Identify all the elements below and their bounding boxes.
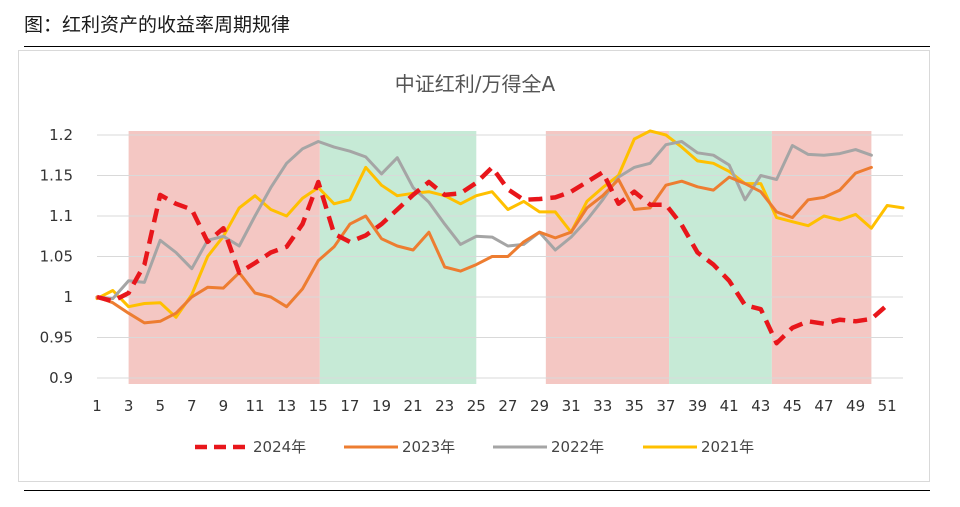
x-tick-label: 15 <box>309 397 328 415</box>
x-axis-ticks: 1 3 5 7 9 11 13 15 17 19 21 23 25 27 29 31 33 35 37 39 41 43 4… <box>92 397 897 415</box>
x-tick-label: 5 <box>155 397 165 415</box>
x-tick-label: 11 <box>245 397 264 415</box>
shaded-region-1 <box>128 131 320 384</box>
x-tick-label: 29 <box>530 397 549 415</box>
legend: 2024年 2023年 2022年 2021年 <box>195 438 754 456</box>
legend-label: 2022年 <box>551 438 604 456</box>
y-tick-label: 1.15 <box>40 167 73 185</box>
gridlines <box>97 134 903 379</box>
x-tick-label: 13 <box>277 397 296 415</box>
x-tick-label: 1 <box>92 397 102 415</box>
shaded-regions <box>128 131 872 384</box>
y-tick-label: 1.1 <box>49 207 73 225</box>
x-tick-label: 3 <box>124 397 134 415</box>
x-tick-label: 7 <box>187 397 197 415</box>
y-tick-label: 1.2 <box>49 126 73 144</box>
y-tick-label: 1.05 <box>40 248 73 266</box>
legend-label: 2021年 <box>701 438 754 456</box>
chart-title: 中证红利/万得全A <box>395 72 556 96</box>
top-divider <box>24 46 930 47</box>
y-tick-label: 0.9 <box>49 369 73 387</box>
series-line-2023年 <box>95 165 873 325</box>
series-line-2024年 <box>96 165 889 346</box>
shaded-region-2 <box>319 131 477 384</box>
x-tick-label: 23 <box>435 397 454 415</box>
series-lines <box>95 129 905 346</box>
y-tick-label: 1 <box>63 288 73 306</box>
x-tick-label: 17 <box>340 397 359 415</box>
x-tick-label: 21 <box>404 397 423 415</box>
bottom-divider <box>24 490 930 491</box>
chart-container: 中证红利/万得全A 0.9 0.95 1 1.05 1.1 1.15 1.2 1 3 5 7 9 11… <box>18 50 930 482</box>
legend-label: 2023年 <box>402 438 455 456</box>
figure-caption: 图：红利资产的收益率周期规律 <box>24 14 291 36</box>
y-tick-label: 0.95 <box>40 329 73 347</box>
series-line-2022年 <box>95 140 873 301</box>
shaded-region-4 <box>669 131 772 384</box>
x-tick-label: 37 <box>656 397 675 415</box>
x-tick-label: 43 <box>751 397 770 415</box>
x-tick-label: 33 <box>593 397 612 415</box>
x-tick-label: 31 <box>562 397 581 415</box>
x-tick-label: 51 <box>878 397 897 415</box>
shaded-region-5 <box>771 131 872 384</box>
x-tick-label: 27 <box>498 397 517 415</box>
x-tick-label: 19 <box>372 397 391 415</box>
legend-label: 2024年 <box>253 438 306 456</box>
x-tick-label: 41 <box>720 397 739 415</box>
y-axis-ticks: 0.9 0.95 1 1.05 1.1 1.15 1.2 <box>40 126 73 387</box>
x-tick-label: 39 <box>688 397 707 415</box>
x-tick-label: 47 <box>814 397 833 415</box>
x-tick-label: 35 <box>625 397 644 415</box>
x-tick-label: 45 <box>783 397 802 415</box>
x-tick-label: 49 <box>846 397 865 415</box>
x-tick-label: 25 <box>467 397 486 415</box>
shaded-region-3 <box>545 131 670 384</box>
x-tick-label: 9 <box>219 397 229 415</box>
